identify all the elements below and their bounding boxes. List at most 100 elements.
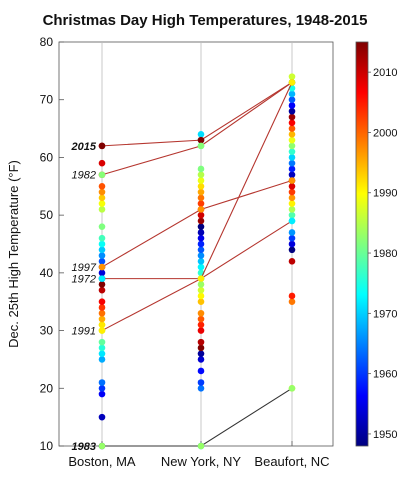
year-highlight-line [101, 81, 293, 147]
data-point [98, 240, 106, 248]
data-point [288, 125, 296, 132]
data-point [288, 142, 296, 150]
colorbar-tick-label: 1950 [373, 429, 397, 441]
data-point [98, 182, 106, 190]
data-point [288, 73, 296, 80]
data-point [197, 298, 205, 306]
year-label: 1983 [72, 441, 96, 453]
data-point [197, 234, 205, 242]
highlight-point [197, 142, 205, 150]
data-point [197, 327, 205, 334]
data-point [288, 182, 296, 190]
plot-area: 10 20 30 40 50 60 70 80 Boston, MA New York, NY Be… [40, 35, 334, 469]
data-point [288, 107, 296, 115]
data-point [197, 384, 205, 392]
highlight-point [98, 263, 106, 271]
year-highlight-line [102, 387, 293, 447]
colorbar-tick-label: 1970 [373, 308, 397, 320]
data-point [197, 171, 205, 179]
highlight-point [98, 275, 106, 282]
data-point [288, 102, 296, 109]
data-point [98, 200, 106, 207]
highlight-point [197, 442, 205, 450]
data-point [197, 367, 205, 375]
data-point [197, 165, 205, 173]
data-point [98, 321, 106, 329]
data-point [197, 177, 205, 184]
data-point [288, 234, 296, 242]
data-point [98, 234, 106, 242]
colorbar-tick-label: 1980 [373, 248, 397, 260]
data-point [197, 182, 205, 190]
data-point [288, 240, 296, 248]
data-point [197, 356, 205, 363]
colorbar-tick-label: 2000 [373, 127, 397, 139]
highlight-point [197, 206, 205, 213]
data-point [197, 309, 205, 317]
data-point [288, 171, 296, 179]
data-point [98, 384, 106, 392]
year-label: 1997 [72, 262, 97, 274]
data-point [197, 194, 205, 202]
data-point [288, 154, 296, 161]
data-point [197, 315, 205, 323]
highlight-point [197, 136, 205, 144]
colorbar: 1950 1960 1970 1980 1990 2000 2010 [355, 41, 397, 447]
data-point [98, 252, 106, 259]
highlight-point [288, 384, 296, 392]
data-point [98, 379, 106, 386]
data-point [98, 315, 106, 323]
data-point [288, 131, 296, 138]
data-point [98, 338, 106, 346]
y-tick-label: 60 [40, 150, 54, 164]
year-highlight-line [101, 81, 293, 176]
year-highlight-line [102, 220, 293, 280]
x-category-label: Beaufort, NC [254, 454, 329, 469]
year-highlight-line [101, 179, 293, 268]
highlight-point [197, 275, 205, 282]
data-point [197, 263, 205, 271]
data-point [197, 217, 205, 225]
highlight-point [288, 217, 296, 225]
data-point [98, 413, 106, 421]
data-point [288, 200, 296, 207]
data-point [288, 148, 296, 155]
year-label: 1991 [72, 326, 96, 338]
y-tick-label: 40 [40, 266, 54, 280]
data-point [197, 131, 205, 138]
data-point [197, 246, 205, 254]
data-point [197, 379, 205, 386]
data-point [98, 304, 106, 311]
data-point [288, 119, 296, 127]
data-point [288, 246, 296, 254]
data-point [288, 211, 296, 219]
highlight-point [288, 79, 296, 86]
data-point [98, 309, 106, 317]
data-point [197, 292, 205, 300]
data-point [98, 390, 106, 398]
data-point [197, 240, 205, 248]
y-axis-label: Dec. 25th High Temperature (°F) [6, 160, 21, 348]
data-point [98, 194, 106, 202]
highlight-point [98, 171, 106, 179]
data-point [288, 206, 296, 213]
colorbar-tick-label: 1960 [373, 369, 397, 381]
data-point [288, 229, 296, 236]
data-point [197, 200, 205, 207]
y-tick-label: 10 [40, 439, 54, 453]
data-point [197, 286, 205, 294]
data-point [197, 229, 205, 236]
data-point [288, 298, 296, 306]
data-point [197, 211, 205, 219]
data-point [98, 350, 106, 357]
y-tick-label: 80 [40, 35, 54, 49]
data-point [197, 338, 205, 346]
data-point [197, 252, 205, 259]
data-point [98, 356, 106, 363]
y-tick-label: 30 [40, 324, 54, 338]
data-point [288, 136, 296, 144]
data-point [288, 113, 296, 121]
highlight-point [288, 177, 296, 184]
year-label: 1972 [72, 274, 96, 286]
